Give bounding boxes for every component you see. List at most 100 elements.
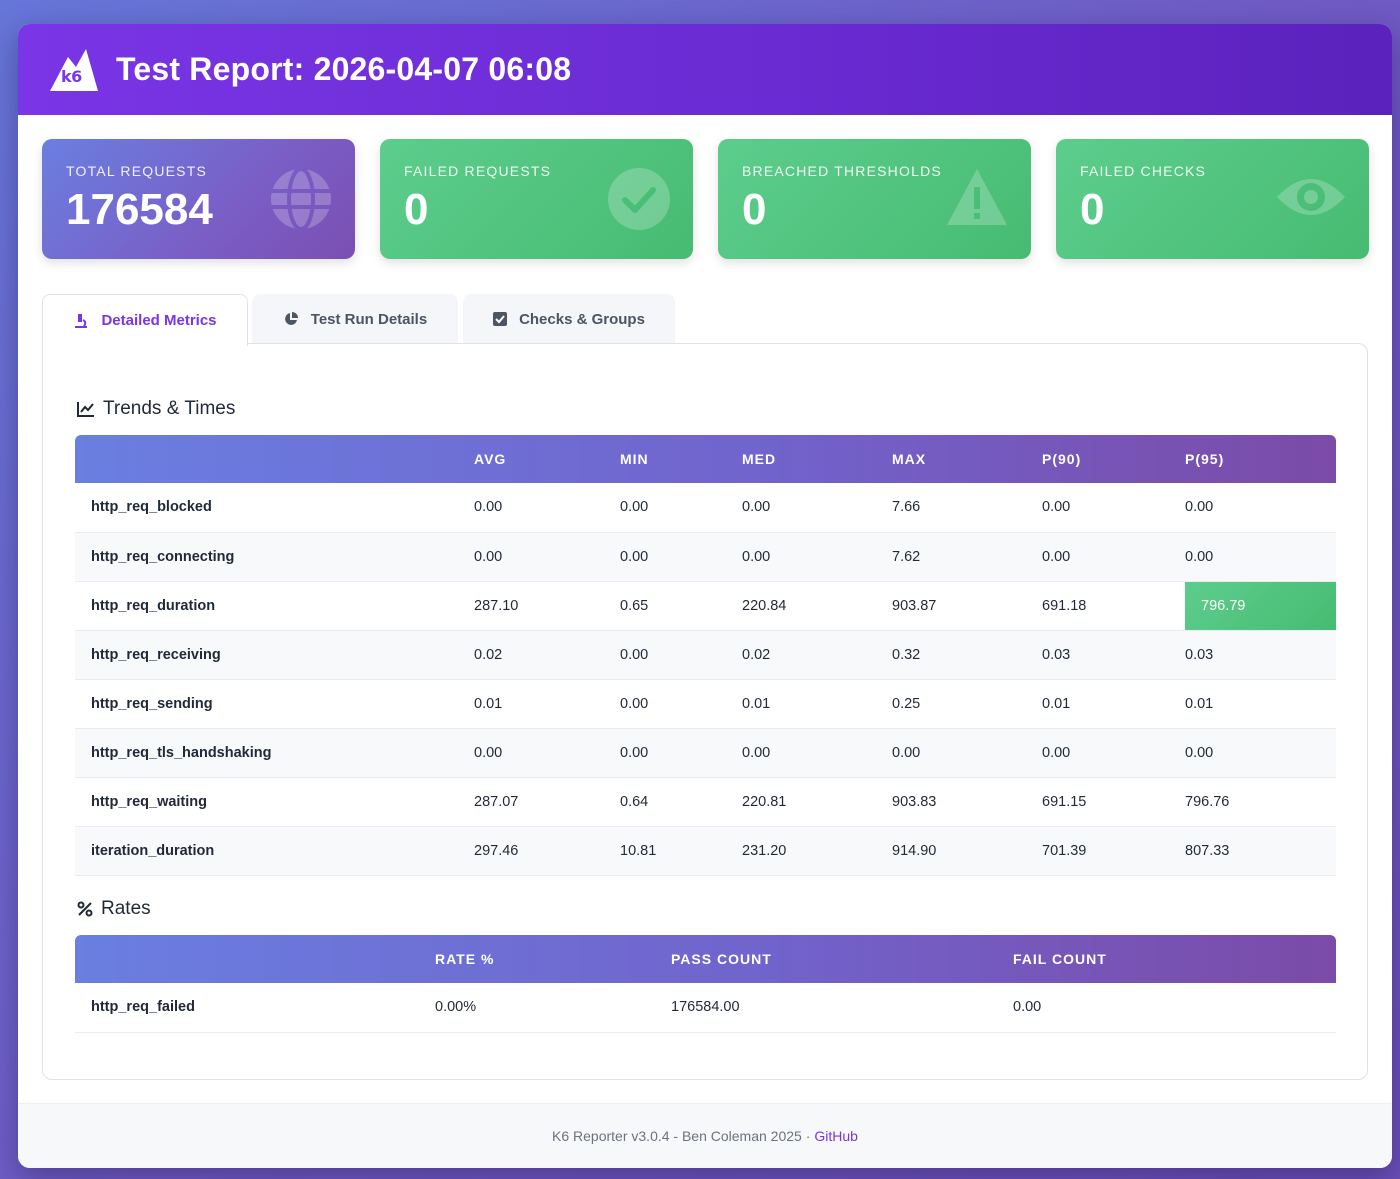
- metric-value: 0.00: [620, 679, 742, 729]
- warning-icon: [945, 167, 1009, 232]
- col-header[interactable]: RATE %: [435, 951, 495, 967]
- metric-value: 0.00: [1042, 483, 1185, 533]
- github-link[interactable]: GitHub: [814, 1128, 858, 1144]
- metric-value: 0.00%: [435, 983, 671, 1033]
- percent-icon: [77, 901, 93, 917]
- metric-value: 0.00: [1042, 532, 1185, 582]
- metric-value: 0.00: [1185, 728, 1336, 778]
- metric-value: 0.25: [892, 679, 1042, 729]
- table-row: http_req_tls_handshaking 0.00 0.00 0.00 0.00…: [75, 728, 1336, 778]
- footer: K6 Reporter v3.0.4 - Ben Coleman 2025 · …: [18, 1103, 1392, 1168]
- microscope-icon: [73, 313, 89, 329]
- metric-name: iteration_duration: [75, 826, 474, 876]
- trends-section-title: Trends & Times: [77, 398, 235, 420]
- rates-section-title: Rates: [77, 898, 151, 920]
- col-header[interactable]: MED: [742, 451, 777, 467]
- metric-value: 287.07: [474, 777, 620, 827]
- rates-table: RATE % PASS COUNT FAIL COUNT http_req_fa…: [75, 935, 1336, 1033]
- col-header[interactable]: PASS COUNT: [671, 951, 772, 967]
- metric-value: 176584.00: [671, 983, 1013, 1033]
- card-label: FAILED REQUESTS: [404, 163, 552, 179]
- k6-logo: k6: [48, 47, 100, 93]
- page-title: Test Report: 2026-04-07 06:08: [116, 51, 572, 87]
- metric-value: 691.15: [1042, 777, 1185, 827]
- metric-value: 0.00: [1185, 532, 1336, 582]
- metric-value: 0.32: [892, 630, 1042, 680]
- card-label: BREACHED THRESHOLDS: [742, 163, 942, 179]
- card-value: 0: [404, 185, 429, 234]
- metric-name: http_req_failed: [75, 983, 435, 1033]
- metric-name: http_req_tls_handshaking: [75, 728, 474, 778]
- tab-label: Detailed Metrics: [101, 312, 217, 329]
- table-row: http_req_receiving 0.02 0.00 0.02 0.32 0.03 0.…: [75, 630, 1336, 680]
- metric-name: http_req_connecting: [75, 532, 474, 582]
- summary-cards: TOTAL REQUESTS 176584 FAILED REQUESTS 0: [42, 139, 1369, 259]
- card-failed-requests: FAILED REQUESTS 0: [380, 139, 693, 259]
- metric-value: 0.00: [474, 728, 620, 778]
- metric-value: 220.81: [742, 777, 892, 827]
- table-row: iteration_duration 297.46 10.81 231.20 914.9…: [75, 826, 1336, 876]
- trends-title-text: Trends & Times: [103, 398, 236, 419]
- metric-value: 807.33: [1185, 826, 1336, 876]
- table-row: http_req_connecting 0.00 0.00 0.00 7.62 0.00 0…: [75, 532, 1336, 582]
- line-chart-icon: [77, 401, 95, 417]
- trends-table: AVG MIN MED MAX P(90) P(95) http_req_blo…: [75, 435, 1336, 876]
- col-header[interactable]: AVG: [474, 451, 507, 467]
- metric-value: 287.10: [474, 581, 620, 631]
- metric-value: 220.84: [742, 581, 892, 631]
- metric-value: 903.83: [892, 777, 1042, 827]
- card-label: FAILED CHECKS: [1080, 163, 1207, 179]
- metrics-panel: Trends & Times AVG MIN MED MAX P(90) P(9…: [42, 343, 1368, 1080]
- eye-icon: [1275, 167, 1347, 232]
- metric-value: 0.00: [892, 728, 1042, 778]
- tab-detailed-metrics[interactable]: Detailed Metrics: [42, 294, 248, 346]
- rates-title-text: Rates: [101, 898, 151, 919]
- metric-value: 796.76: [1185, 777, 1336, 827]
- metric-value: 0.00: [620, 630, 742, 680]
- metric-value: 10.81: [620, 826, 742, 876]
- report-header: k6 Test Report: 2026-04-07 06:08: [18, 24, 1392, 115]
- check-circle-icon: [607, 167, 671, 236]
- table-row: http_req_blocked 0.00 0.00 0.00 7.66 0.00 0.00: [75, 483, 1336, 533]
- card-breached-thresholds: BREACHED THRESHOLDS 0: [718, 139, 1031, 259]
- tab-label: Test Run Details: [310, 310, 428, 328]
- metric-value: 0.00: [474, 532, 620, 582]
- tab-label: Checks & Groups: [519, 310, 645, 328]
- metric-value: 0.00: [620, 728, 742, 778]
- metric-value: 231.20: [742, 826, 892, 876]
- tab-test-run-details[interactable]: Test Run Details: [252, 294, 458, 344]
- report-window: k6 Test Report: 2026-04-07 06:08 TOTAL R…: [18, 24, 1392, 1168]
- col-header: [75, 435, 474, 483]
- metric-name: http_req_sending: [75, 679, 474, 729]
- table-row: http_req_sending 0.01 0.00 0.01 0.25 0.01 0.01: [75, 679, 1336, 729]
- metric-value: 796.79: [1185, 581, 1336, 631]
- metric-value: 0.01: [1042, 679, 1185, 729]
- card-value: 0: [742, 185, 767, 234]
- checkbox-icon: [493, 312, 508, 326]
- col-header[interactable]: MAX: [892, 451, 927, 467]
- table-row: http_req_duration 287.10 0.65 220.84 903.87 6…: [75, 581, 1336, 631]
- globe-icon: [269, 167, 333, 236]
- metric-value: 0.00: [1042, 728, 1185, 778]
- card-value: 176584: [66, 185, 213, 234]
- metric-value: 0.00: [742, 728, 892, 778]
- footer-text: K6 Reporter v3.0.4 - Ben Coleman 2025 ·: [552, 1128, 811, 1144]
- col-header[interactable]: P(95): [1185, 451, 1225, 467]
- col-header[interactable]: P(90): [1042, 451, 1082, 467]
- metric-value: 0.01: [474, 679, 620, 729]
- table-header-row: RATE % PASS COUNT FAIL COUNT: [75, 935, 1336, 983]
- metric-value: 691.18: [1042, 581, 1185, 631]
- metric-value: 0.64: [620, 777, 742, 827]
- metric-value: 903.87: [892, 581, 1042, 631]
- metric-value: 701.39: [1042, 826, 1185, 876]
- col-header[interactable]: FAIL COUNT: [1013, 951, 1107, 967]
- metric-value: 0.00: [742, 483, 892, 533]
- tab-checks-groups[interactable]: Checks & Groups: [463, 294, 675, 344]
- pie-chart-icon: [283, 311, 299, 327]
- table-row: http_req_waiting 287.07 0.64 220.81 903.83 69…: [75, 777, 1336, 827]
- metric-value: 0.00: [1013, 983, 1336, 1033]
- col-header[interactable]: MIN: [620, 451, 649, 467]
- metric-value: 0.00: [1185, 483, 1336, 533]
- metric-value: 0.02: [474, 630, 620, 680]
- metric-name: http_req_blocked: [75, 483, 474, 533]
